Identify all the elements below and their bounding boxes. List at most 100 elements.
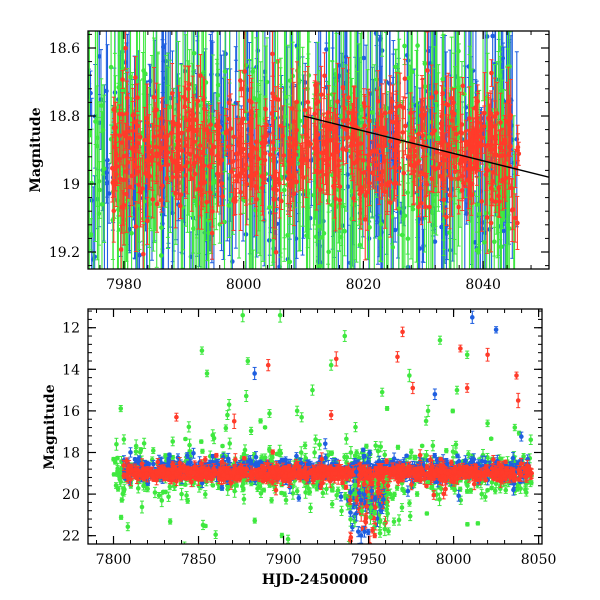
top-data-marks (87, 0, 549, 430)
data-marker (271, 140, 276, 145)
data-marker (140, 186, 145, 191)
data-marker (330, 203, 335, 208)
data-marker (93, 24, 98, 29)
data-marker (134, 106, 139, 111)
data-marker (489, 71, 494, 76)
data-marker (393, 228, 398, 233)
data-marker (92, 285, 97, 290)
data-marker (109, 65, 114, 70)
data-marker (227, 203, 232, 208)
data-marker (133, 75, 138, 80)
data-marker (498, 245, 503, 250)
data-marker (129, 231, 134, 236)
data-marker (161, 293, 166, 298)
data-point (215, 0, 220, 64)
data-marker (431, 155, 436, 160)
data-marker (159, 225, 164, 230)
data-marker (202, 282, 207, 287)
data-marker (277, 286, 282, 291)
data-marker (89, 181, 94, 186)
data-marker (367, 225, 372, 230)
data-marker (268, 152, 273, 157)
data-marker (485, 215, 490, 220)
data-marker (367, 119, 372, 124)
data-marker (128, 75, 133, 80)
data-marker (402, 44, 407, 49)
data-marker (314, 325, 319, 330)
data-marker (397, 206, 402, 211)
data-marker (95, 144, 100, 149)
data-marker (415, 43, 420, 48)
data-marker (319, 92, 324, 97)
data-marker (426, 49, 431, 54)
data-marker (498, 120, 503, 125)
data-marker (380, 5, 385, 10)
data-marker (429, 317, 434, 322)
data-marker (297, 78, 302, 83)
data-marker (481, 26, 486, 31)
data-marker (467, 116, 472, 121)
data-marker (489, 221, 494, 226)
data-marker (150, 197, 155, 202)
data-marker (101, 128, 106, 133)
data-marker (322, 73, 327, 78)
data-marker (267, 205, 272, 210)
data-marker (506, 25, 511, 30)
data-marker (254, 139, 259, 144)
data-marker (512, 271, 517, 276)
data-marker (390, 245, 395, 250)
data-marker (318, 224, 323, 229)
data-marker (256, 97, 261, 102)
data-marker (97, 188, 102, 193)
data-marker (482, 240, 487, 245)
data-marker (324, 47, 329, 52)
data-marker (358, 115, 363, 120)
data-marker (161, 16, 166, 21)
data-marker (447, 230, 452, 235)
data-marker (216, 93, 221, 98)
data-marker (265, 80, 270, 85)
data-marker (287, 260, 292, 265)
data-marker (254, 197, 259, 202)
data-marker (378, 236, 383, 241)
data-marker (405, 190, 410, 195)
data-marker (336, 276, 341, 281)
data-marker (182, 292, 187, 297)
data-marker (342, 229, 347, 234)
data-marker (193, 199, 198, 204)
data-marker (358, 243, 363, 248)
data-marker (227, 17, 232, 22)
data-marker (97, 211, 102, 216)
data-marker (231, 135, 236, 140)
data-marker (311, 193, 316, 198)
data-marker (298, 119, 303, 124)
data-marker (92, 254, 97, 259)
data-marker (504, 269, 509, 274)
data-marker (490, 34, 495, 39)
data-marker (475, 248, 480, 253)
data-marker (192, 51, 197, 56)
data-marker (400, 233, 405, 238)
data-marker (393, 65, 398, 70)
data-marker (334, 79, 339, 84)
data-marker (316, 16, 321, 21)
data-marker (467, 64, 472, 69)
data-marker (152, 95, 157, 100)
data-marker (422, 26, 427, 31)
data-marker (344, 55, 349, 60)
data-point (227, 0, 232, 83)
data-marker (432, 198, 437, 203)
data-marker (469, 271, 474, 276)
data-marker (120, 77, 125, 82)
data-marker (379, 222, 384, 227)
data-marker (320, 235, 325, 240)
data-marker (100, 202, 105, 207)
data-marker (506, 99, 511, 104)
data-marker (223, 69, 228, 74)
data-marker (282, 153, 287, 158)
data-marker (142, 138, 147, 143)
data-marker (166, 279, 171, 284)
data-point (314, 270, 319, 385)
